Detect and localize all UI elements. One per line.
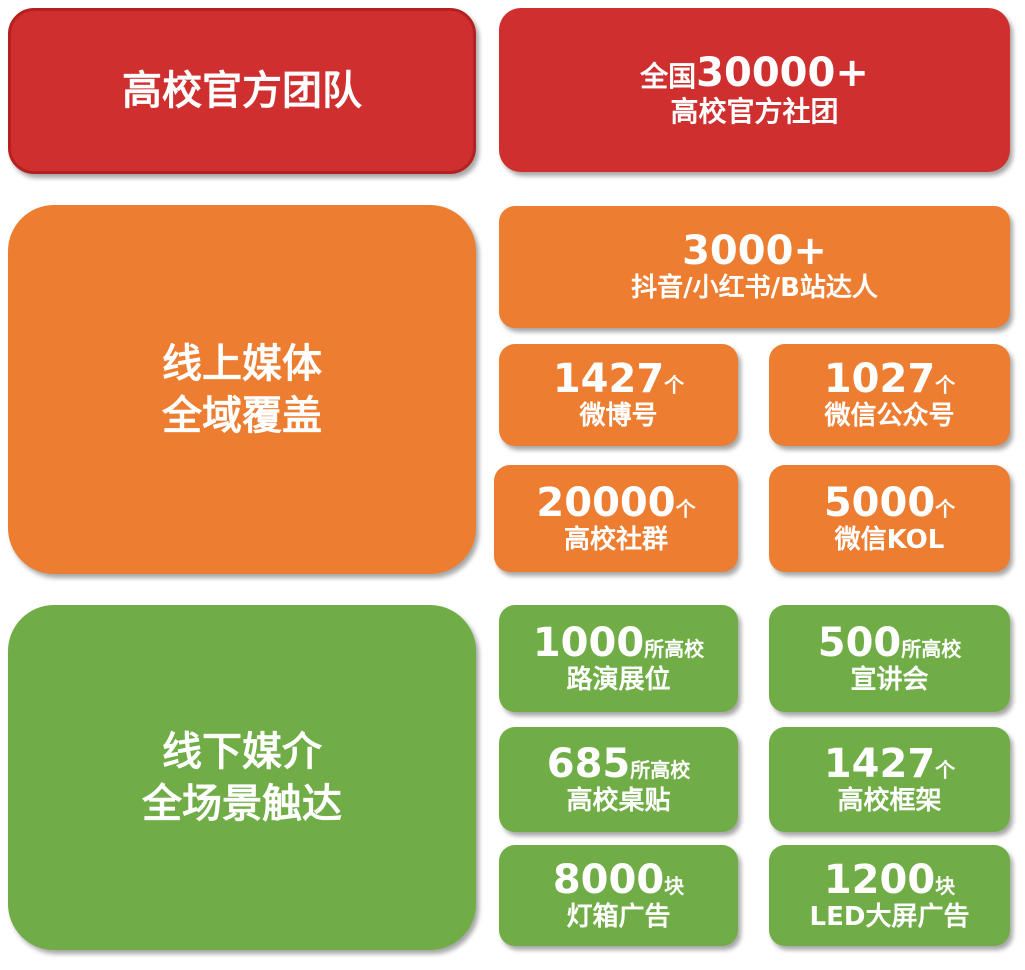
- offline-stat-card: 685所高校高校桌贴: [499, 727, 738, 832]
- stat-unit: 个: [935, 496, 956, 521]
- stat-unit: 个: [675, 496, 696, 521]
- offline-stat-card: 1000所高校路演展位: [499, 605, 738, 712]
- stat-unit: 个: [935, 757, 956, 782]
- stat-label: 抖音/小红书/B站达人: [631, 273, 878, 304]
- stat-label: 宣讲会: [850, 664, 929, 695]
- stat-label: 高校社群: [563, 524, 668, 555]
- stat-label: LED大屏广告: [809, 901, 970, 932]
- online-title-1: 线上媒体: [162, 340, 322, 387]
- stat-number: 685: [546, 740, 631, 787]
- team-heading: 高校官方团队: [8, 8, 476, 174]
- stat-unit: 个: [935, 373, 956, 398]
- online-title-2: 全域覆盖: [162, 392, 322, 439]
- offline-stat-card: 1200块 LED大屏广告: [769, 845, 1010, 946]
- offline-stat-card: 1427个高校框架: [769, 727, 1010, 832]
- offline-heading: 线下媒介 全场景触达: [8, 605, 476, 950]
- stat-number: 3000+: [682, 228, 827, 275]
- stat-label: 高校桌贴: [566, 785, 671, 816]
- team-label: 高校官方社团: [670, 95, 839, 129]
- stat-unit: 所高校: [644, 636, 705, 661]
- offline-stat-card: 8000块灯箱广告: [499, 845, 738, 946]
- stat-label: 高校框架: [837, 785, 942, 816]
- stat-number: 1027: [823, 356, 936, 403]
- stat-unit: 块: [935, 873, 956, 898]
- stat-label: 微博号: [579, 401, 658, 432]
- stat-number: 1200: [823, 856, 936, 903]
- online-stat-card: 20000个 高校社群: [494, 465, 738, 572]
- stat-number: 1427: [823, 740, 936, 787]
- stat-number: 8000: [552, 856, 665, 903]
- team-num: 30000+: [696, 50, 869, 97]
- team-stat: 全国30000+ 高校官方社团: [499, 8, 1010, 172]
- online-stat-card: 5000个微信KOL: [769, 465, 1010, 572]
- offline-title-1: 线下媒介: [162, 728, 322, 775]
- stat-unit: 所高校: [630, 757, 691, 782]
- team-title: 高校官方团队: [122, 68, 362, 114]
- stat-unit: 个: [664, 373, 685, 398]
- team-prefix: 全国: [640, 60, 697, 94]
- online-stat-card: 1427个 微博号: [499, 344, 738, 446]
- online-heading: 线上媒体 全域覆盖: [8, 205, 476, 574]
- online-stat-card: 1027个微信公众号: [769, 344, 1010, 446]
- stat-unit: 块: [664, 873, 685, 898]
- stat-number: 1000: [532, 619, 645, 666]
- online-stat-card: 3000+ 抖音/小红书/B站达人: [499, 206, 1010, 328]
- offline-stat-card: 500所高校宣讲会: [769, 605, 1010, 712]
- stat-number: 20000: [536, 479, 676, 526]
- stat-label: 微信公众号: [824, 401, 955, 432]
- stat-label: 灯箱广告: [566, 901, 671, 932]
- stat-number: 500: [817, 619, 902, 666]
- stat-number: 1427: [552, 356, 665, 403]
- stat-unit: 所高校: [901, 636, 962, 661]
- offline-title-2: 全场景触达: [142, 780, 342, 827]
- stat-label: 路演展位: [566, 664, 671, 695]
- stat-number: 5000: [823, 479, 936, 526]
- stat-label: 微信KOL: [834, 524, 945, 555]
